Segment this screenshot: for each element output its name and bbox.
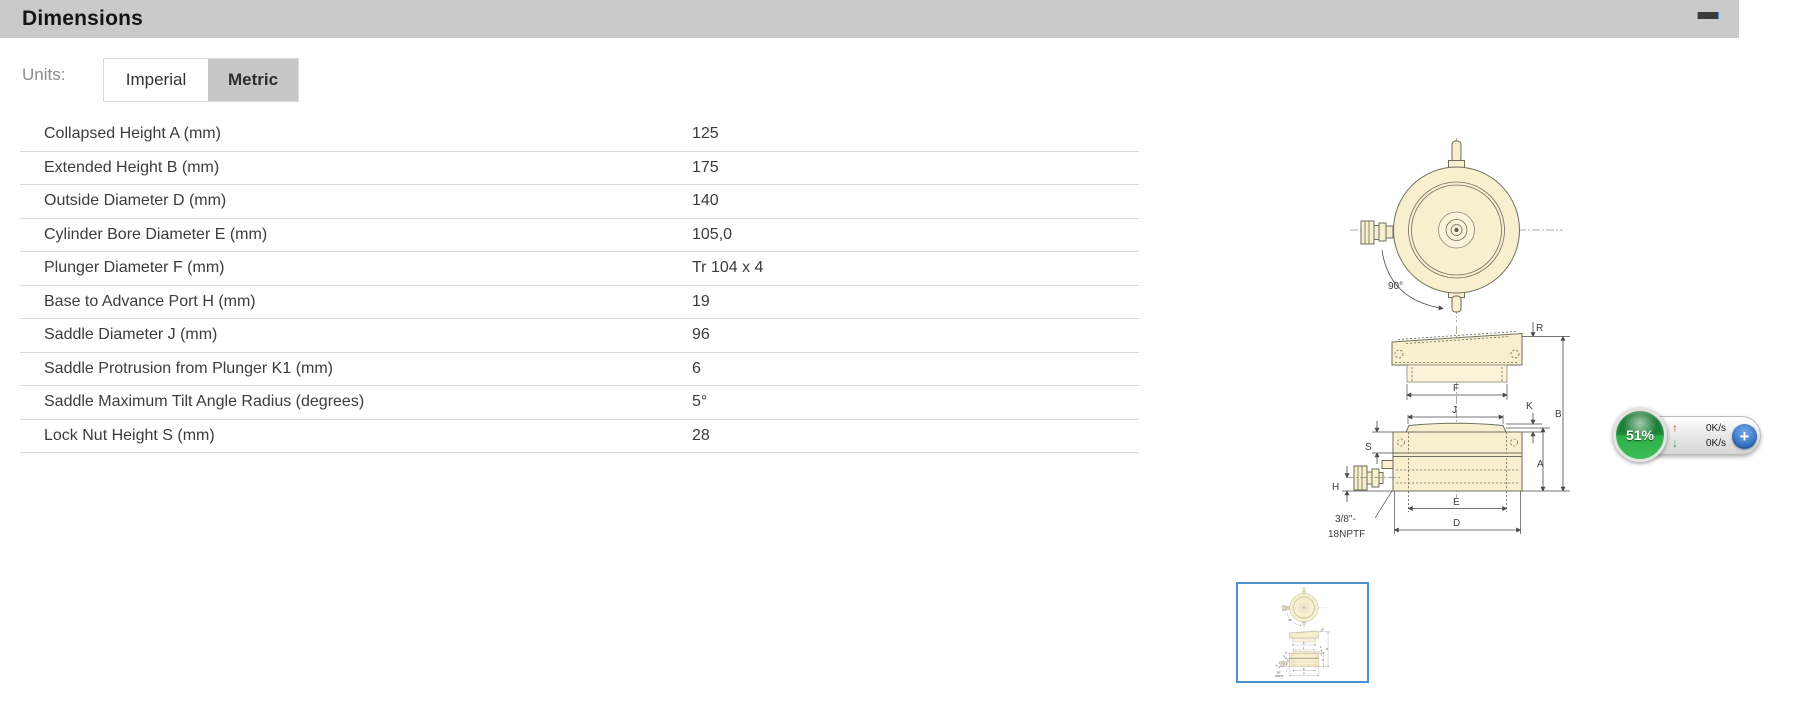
table-row: Base to Advance Port H (mm) 19: [20, 286, 1139, 319]
spec-label: Extended Height B (mm): [44, 158, 220, 176]
panel-header: Dimensions: [0, 0, 1739, 38]
upload-row: ↑ 0K/s: [1672, 421, 1726, 435]
expand-plus-button[interactable]: +: [1732, 424, 1757, 449]
spec-value: 28: [692, 426, 710, 444]
up-arrow-icon: ↑: [1672, 421, 1678, 435]
table-row: Lock Nut Height S (mm) 28: [20, 420, 1139, 453]
units-label: Units:: [22, 65, 66, 84]
table-row: Extended Height B (mm) 175: [20, 152, 1139, 185]
speed-rows: ↑ 0K/s ↓ 0K/s: [1672, 421, 1726, 450]
spec-label: Outside Diameter D (mm): [44, 192, 227, 210]
spec-value: Tr 104 x 4: [692, 259, 764, 277]
down-arrow-icon: ↓: [1672, 436, 1678, 450]
collapse-panel-button[interactable]: [1695, 6, 1721, 22]
units-toggle: Imperial Metric: [103, 58, 299, 102]
metric-button[interactable]: Metric: [208, 59, 298, 101]
spec-label: Lock Nut Height S (mm): [44, 426, 215, 444]
table-row: Saddle Protrusion from Plunger K1 (mm) 6: [20, 353, 1139, 386]
percent-value: 51%: [1625, 427, 1655, 443]
spec-value: 125: [692, 125, 719, 143]
speed-indicator-widget: 51% ↑ 0K/s ↓ 0K/s +: [1610, 405, 1770, 467]
spec-label: Saddle Diameter J (mm): [44, 326, 218, 344]
table-row: Outside Diameter D (mm) 140: [20, 185, 1139, 219]
percent-gauge[interactable]: 51%: [1613, 408, 1667, 462]
spec-label: Collapsed Height A (mm): [44, 125, 221, 143]
spec-value: 6: [692, 359, 701, 377]
spec-value: 5°: [692, 393, 708, 411]
spec-value: 105,0: [692, 225, 733, 243]
table-row: Saddle Diameter J (mm) 96: [20, 319, 1139, 353]
download-row: ↓ 0K/s: [1672, 436, 1726, 450]
spec-value: 175: [692, 158, 719, 176]
diagram-thumbnail-image: [1273, 585, 1332, 680]
table-row: Collapsed Height A (mm) 125: [20, 118, 1139, 152]
spec-label: Plunger Diameter F (mm): [44, 259, 225, 277]
imperial-button[interactable]: Imperial: [104, 59, 208, 101]
minus-icon: [1698, 11, 1718, 19]
download-speed: 0K/s: [1705, 437, 1726, 449]
table-row: Saddle Maximum Tilt Angle Radius (degree…: [20, 386, 1139, 420]
dimension-diagram: 90° F J: [1320, 130, 1580, 550]
page-title: Dimensions: [22, 7, 144, 30]
spec-label: Saddle Protrusion from Plunger K1 (mm): [44, 359, 333, 377]
spec-label: Base to Advance Port H (mm): [44, 292, 256, 310]
spec-label: Saddle Maximum Tilt Angle Radius (degree…: [44, 393, 365, 411]
table-row: Cylinder Bore Diameter E (mm) 105,0: [20, 219, 1139, 252]
upload-speed: 0K/s: [1705, 422, 1726, 434]
spec-table: Collapsed Height A (mm) 125 Extended Hei…: [20, 118, 1139, 453]
spec-value: 19: [692, 292, 710, 310]
table-row: Plunger Diameter F (mm) Tr 104 x 4: [20, 252, 1139, 286]
diagram-thumbnail[interactable]: [1236, 582, 1369, 683]
spec-value: 96: [692, 326, 710, 344]
spec-label: Cylinder Bore Diameter E (mm): [44, 225, 268, 243]
spec-value: 140: [692, 192, 719, 210]
plus-icon: +: [1739, 427, 1750, 446]
